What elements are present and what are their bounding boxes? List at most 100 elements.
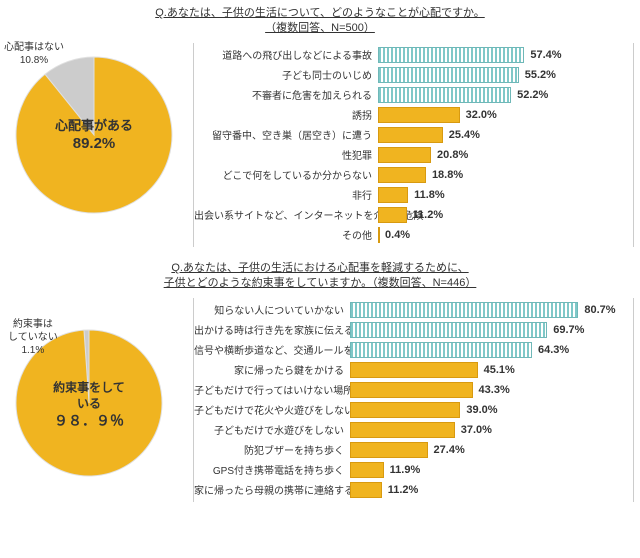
bar-label: 留守番中、空き巣（居空き）に遭う (194, 127, 378, 142)
bar-track: 37.0% (350, 422, 633, 438)
pie-chart-2: 約束事をしている９８．９％約束事はしていない1.1% (14, 328, 164, 478)
pie-minor-label: 心配事はない10.8% (4, 41, 64, 67)
bar-label: 非行 (194, 187, 378, 202)
question-title-1: Q.あなたは、子供の生活について、どのようなことが心配ですか。 （複数回答、N=… (6, 6, 634, 37)
bar-track: 80.7% (350, 302, 633, 318)
pie-chart-1: 心配事がある89.2%心配事はない10.8% (14, 55, 174, 215)
bar-track: 18.8% (378, 167, 633, 183)
bar-value: 11.2% (388, 482, 419, 498)
bar-track: 11.9% (350, 462, 633, 478)
chart2-row: 約束事をしている９８．９％ 約束事はしていない1.1% 知らない人についていかない… (6, 298, 634, 502)
chart1-row: 心配事がある89.2% 心配事はない10.8% 道路への飛び出しなどによる事故 57… (6, 43, 634, 247)
bar-row: 性犯罪20.8% (194, 145, 633, 165)
bar-track: 69.7% (350, 322, 633, 338)
bar-row: 留守番中、空き巣（居空き）に遭う 25.4% (194, 125, 633, 145)
bar-fill (378, 47, 524, 63)
chart-block-2: Q.あなたは、子供の生活における心配事を軽減するために、 子供とどのような約束事… (6, 261, 634, 502)
bar-value: 0.4% (385, 227, 410, 243)
bar-fill (378, 167, 426, 183)
bar-track: 20.8% (378, 147, 633, 163)
bar-row: 子ども同士のいじめ 55.2% (194, 65, 633, 85)
bar-label: 誘拐 (194, 107, 378, 122)
bar-fill (378, 207, 407, 223)
bar-label: 信号や横断歩道など、交通ルールを守る (194, 342, 350, 357)
bar-label: 子どもだけで花火や火遊びをしない (194, 402, 350, 417)
bar-value: 20.8% (437, 147, 468, 163)
bar-fill (378, 227, 380, 243)
bar-value: 11.2% (413, 207, 444, 223)
bar-row: 信号や横断歩道など、交通ルールを守る 64.3% (194, 340, 633, 360)
bars-column-1: 道路への飛び出しなどによる事故 57.4% 子ども同士のいじめ 55.2% 不審者に危害… (191, 43, 634, 247)
bar-fill (378, 187, 408, 203)
bar-value: 25.4% (449, 127, 480, 143)
bar-track: 11.2% (378, 207, 633, 223)
bar-label: 子どもだけで行ってはいけない場所を決める (194, 382, 350, 397)
q2-line2: 子供とどのような約束事をしていますか。（複数回答、N=446） (164, 277, 477, 289)
bar-label: GPS付き携帯電話を持ち歩く (194, 462, 350, 477)
bar-chart-1: 道路への飛び出しなどによる事故 57.4% 子ども同士のいじめ 55.2% 不審者に危害… (193, 43, 634, 247)
question-title-2: Q.あなたは、子供の生活における心配事を軽減するために、 子供とどのような約束事… (6, 261, 634, 292)
bar-value: 80.7% (584, 302, 615, 318)
bar-track: 45.1% (350, 362, 633, 378)
bar-fill (350, 362, 478, 378)
bar-track: 27.4% (350, 442, 633, 458)
bar-row: 知らない人についていかない 80.7% (194, 300, 633, 320)
bar-label: 出かける時は行き先を家族に伝える (194, 322, 350, 337)
pie-column-2: 約束事をしている９８．９％ 約束事はしていない1.1% (6, 298, 191, 478)
bar-row: 子どもだけで行ってはいけない場所を決める43.3% (194, 380, 633, 400)
bar-row: 子どもだけで水遊びをしない37.0% (194, 420, 633, 440)
bar-label: 防犯ブザーを持ち歩く (194, 442, 350, 457)
bar-track: 52.2% (378, 87, 633, 103)
bar-label: その他 (194, 227, 378, 242)
bar-row: 不審者に危害を加えられる52.2% (194, 85, 633, 105)
bar-track: 55.2% (378, 67, 633, 83)
bar-fill (378, 107, 460, 123)
bar-value: 11.9% (390, 462, 421, 478)
bar-track: 57.4% (378, 47, 633, 63)
bar-label: 子ども同士のいじめ (194, 67, 378, 82)
bar-value: 57.4% (530, 47, 561, 63)
bar-value: 18.8% (432, 167, 463, 183)
pie-column-1: 心配事がある89.2% 心配事はない10.8% (6, 43, 191, 215)
bar-row: 家に帰ったら鍵をかける 45.1% (194, 360, 633, 380)
bars-column-2: 知らない人についていかない 80.7% 出かける時は行き先を家族に伝える 69.7% 信… (191, 298, 634, 502)
bar-track: 25.4% (378, 127, 633, 143)
bar-fill (378, 127, 443, 143)
bar-value: 45.1% (484, 362, 515, 378)
pie-main-label: 心配事がある89.2% (55, 116, 133, 154)
q2-line1: Q.あなたは、子供の生活における心配事を軽減するために、 (171, 262, 468, 274)
bar-track: 64.3% (350, 342, 633, 358)
bar-track: 0.4% (378, 227, 633, 243)
bar-value: 55.2% (525, 67, 556, 83)
bar-track: 32.0% (378, 107, 633, 123)
bar-row: 非行11.8% (194, 185, 633, 205)
bar-fill (350, 342, 532, 358)
bar-track: 43.3% (350, 382, 633, 398)
bar-label: 家に帰ったら鍵をかける (194, 362, 350, 377)
bar-row: 出会い系サイトなど、インターネットを介した危険11.2% (194, 205, 633, 225)
q1-line2: （複数回答、N=500） (265, 22, 375, 34)
bar-value: 39.0% (466, 402, 497, 418)
bar-value: 37.0% (461, 422, 492, 438)
bar-value: 32.0% (466, 107, 497, 123)
bar-label: どこで何をしているか分からない (194, 167, 378, 182)
q1-line1: Q.あなたは、子供の生活について、どのようなことが心配ですか。 (155, 7, 485, 19)
bar-track: 11.2% (350, 482, 633, 498)
bar-chart-2: 知らない人についていかない 80.7% 出かける時は行き先を家族に伝える 69.7% 信… (193, 298, 634, 502)
bar-label: 道路への飛び出しなどによる事故 (194, 47, 378, 62)
bar-value: 69.7% (553, 322, 584, 338)
bar-fill (350, 462, 384, 478)
bar-label: 家に帰ったら母親の携帯に連絡する (194, 482, 350, 497)
pie-minor-label: 約束事はしていない1.1% (8, 318, 58, 357)
bar-value: 64.3% (538, 342, 569, 358)
bar-row: GPS付き携帯電話を持ち歩く 11.9% (194, 460, 633, 480)
chart-block-1: Q.あなたは、子供の生活について、どのようなことが心配ですか。 （複数回答、N=… (6, 6, 634, 247)
bar-label: 知らない人についていかない (194, 302, 350, 317)
bar-row: どこで何をしているか分からない 18.8% (194, 165, 633, 185)
bar-row: 防犯ブザーを持ち歩く27.4% (194, 440, 633, 460)
bar-row: 道路への飛び出しなどによる事故 57.4% (194, 45, 633, 65)
pie-main-label: 約束事をしている９８．９％ (52, 379, 127, 430)
bar-track: 39.0% (350, 402, 633, 418)
bar-fill (350, 422, 455, 438)
bar-fill (350, 442, 428, 458)
